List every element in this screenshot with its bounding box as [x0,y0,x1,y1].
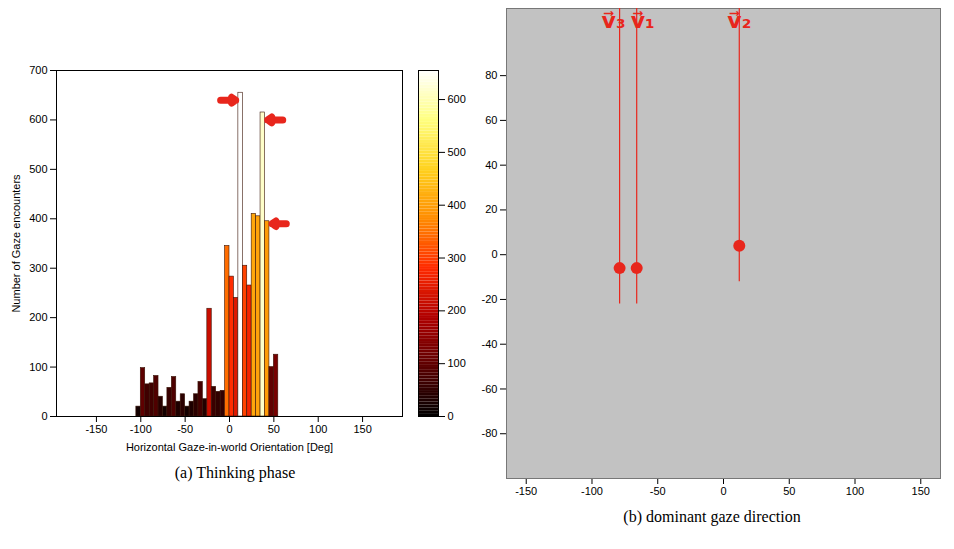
svg-text:-20: -20 [482,293,498,305]
svg-text:100: 100 [448,357,466,369]
svg-text:400: 400 [29,212,47,224]
svg-text:150: 150 [353,423,371,435]
svg-text:0: 0 [448,410,454,422]
svg-text:-50: -50 [650,485,666,497]
html-text:(b) dominant gaze direction: (b) dominant gaze direction [623,508,801,525]
svg-text:500: 500 [29,163,47,175]
svg-text:100: 100 [846,485,864,497]
svg-text:Horizontal Gaze-in-world Orien: Horizontal Gaze-in-world Orientation [De… [126,441,333,453]
svg-text:200: 200 [29,311,47,323]
svg-text:-80: -80 [482,427,498,439]
svg-text:40: 40 [485,159,497,171]
html-text:(a) Thinking phase: (a) Thinking phase [174,464,296,481]
svg-text:50: 50 [268,423,280,435]
svg-text:200: 200 [448,304,466,316]
svg-text:20: 20 [485,203,497,215]
svg-text:v⃗₁: v⃗₁ [631,8,655,33]
svg-text:60: 60 [485,114,497,126]
svg-text:v⃗₂: v⃗₂ [727,8,751,33]
svg-text:-40: -40 [482,338,498,350]
svg-text:300: 300 [448,252,466,264]
svg-text:-150: -150 [85,423,107,435]
svg-text:80: 80 [485,69,497,81]
svg-text:600: 600 [448,93,466,105]
svg-text:600: 600 [29,113,47,125]
svg-text:150: 150 [912,485,930,497]
svg-text:300: 300 [29,262,47,274]
svg-text:0: 0 [226,423,232,435]
svg-text:0: 0 [41,410,47,422]
svg-text:0: 0 [491,248,497,260]
svg-text:-150: -150 [515,485,537,497]
svg-text:-100: -100 [581,485,603,497]
svg-text:700: 700 [29,64,47,76]
svg-text:-50: -50 [177,423,193,435]
svg-text:Number of Gaze encounters: Number of Gaze encounters [10,174,22,313]
svg-text:100: 100 [309,423,327,435]
svg-text:0: 0 [720,485,726,497]
svg-text:v⃗₃: v⃗₃ [602,8,626,33]
svg-text:400: 400 [448,199,466,211]
svg-text:500: 500 [448,146,466,158]
svg-text:100: 100 [29,361,47,373]
svg-text:-60: -60 [482,382,498,394]
svg-text:-100: -100 [130,423,152,435]
svg-text:50: 50 [783,485,795,497]
